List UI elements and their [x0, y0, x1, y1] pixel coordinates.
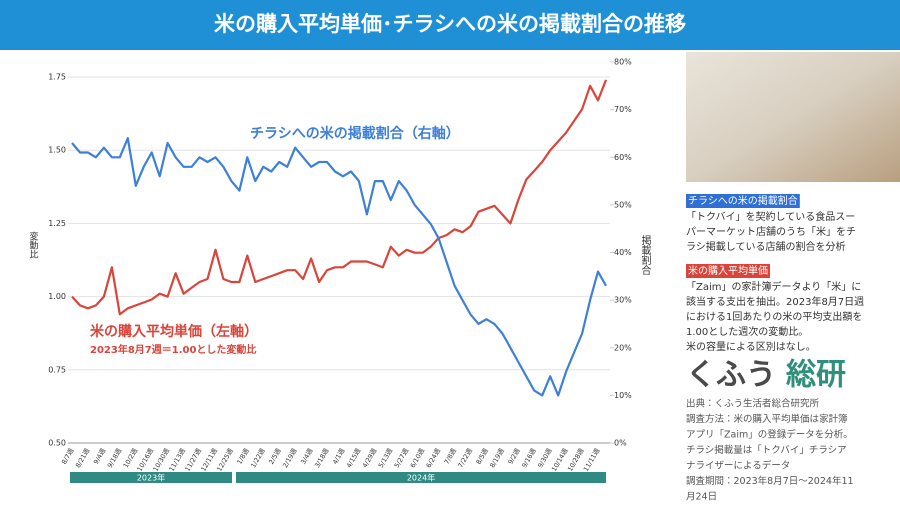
x-tick-label: 1/22週 — [248, 446, 267, 469]
legend-label-bg — [686, 264, 770, 278]
y-tick-label: 1.75 — [48, 73, 66, 82]
legend-text: における1回あたりの米の平均支出額を — [686, 310, 862, 323]
x-tick-label: 2/5週 — [266, 446, 283, 466]
logo: くふう — [686, 358, 776, 393]
x-tick-label: 3/4週 — [298, 446, 315, 466]
legend-text: 米の容量による区別はなし。 — [686, 340, 816, 353]
source-text: 調査方法：米の購入平均単価は家計簿 — [686, 413, 848, 425]
source-text: 調査期間：2023年8月7日〜2024年11 — [686, 475, 854, 487]
x-tick-label: 4/1週 — [330, 446, 347, 466]
y2-tick-label: 0% — [614, 439, 627, 448]
y2-tick-label: 10% — [614, 391, 632, 400]
x-tick-label: 9/2週 — [506, 446, 523, 466]
x-tick-label: 8/21週 — [73, 446, 92, 469]
title-bar — [0, 0, 900, 50]
x-tick-label: 1/8週 — [235, 446, 252, 466]
y-tick-label: 0.75 — [48, 365, 66, 374]
source-text: 出典：くふう生活者総合研究所 — [686, 398, 820, 410]
y2-tick-label: 50% — [614, 200, 632, 209]
source-text: ナライザーによるデータ — [686, 460, 790, 472]
x-tick-label: 3/18週 — [312, 446, 331, 469]
y-axis-label: 変動比 — [28, 230, 39, 258]
series-line — [71, 137, 607, 397]
period-band — [236, 472, 606, 483]
legend-text: 1.00とした週次の変動比。 — [686, 325, 808, 338]
x-tick-label: 8/7週 — [59, 446, 76, 466]
y2-tick-label: 70% — [614, 105, 632, 114]
legend-text: 該当する支出を抽出。2023年8月7日週 — [686, 295, 864, 308]
y-tick-label: 0.50 — [48, 439, 66, 448]
x-tick-label: 12/25週 — [214, 446, 235, 473]
legend-label-bg — [686, 194, 800, 208]
y-tick-label: 1.00 — [48, 292, 66, 301]
y-tick-label: 1.25 — [48, 219, 66, 228]
legend-text: 「Zaim」の家計簿データより「米」に — [686, 280, 861, 293]
y2-tick-label: 60% — [614, 153, 632, 162]
y2-tick-label: 30% — [614, 296, 632, 305]
x-tick-label: 8/5週 — [474, 446, 491, 466]
y2-axis-label: 掲載割合 — [639, 235, 651, 276]
legend-text: 「トクバイ」を契約している食品スー — [686, 210, 855, 223]
series-note: 2023年8月7週＝1.00とした変動比 — [90, 343, 256, 356]
y2-tick-label: 40% — [614, 248, 632, 257]
source-text: アプリ「Zaim」の登録データを分析。 — [686, 429, 853, 441]
legend-text: パーマーケット店舗のうち「米」をチ — [686, 225, 856, 238]
period-label: 2023年 — [137, 473, 165, 483]
y2-tick-label: 20% — [614, 343, 632, 352]
source-text: 月24日 — [686, 492, 717, 503]
y2-tick-label: 80% — [614, 58, 632, 67]
x-tick-label: 6/24週 — [424, 446, 443, 469]
legend-text: ラシ掲載している店舗の割合を分析 — [686, 240, 846, 253]
page-title: 米の購入平均単価･チラシへの米の掲載割合の推移 — [214, 12, 686, 36]
period-label: 2024年 — [407, 473, 435, 483]
series-annotation: 米の購入平均単価（左軸） — [90, 323, 258, 340]
logo-accent: 総研 — [786, 358, 846, 393]
series-line — [71, 79, 608, 316]
x-tick-label: 9/4週 — [91, 446, 108, 466]
x-tick-label: 8/19週 — [488, 446, 507, 469]
x-tick-label: 7/22週 — [456, 446, 475, 469]
y-tick-label: 1.50 — [48, 146, 66, 155]
x-tick-label: 7/8週 — [442, 446, 459, 466]
legend-label: チラシへの米の掲載割合 — [688, 194, 798, 207]
side-panel: チラシへの米の掲載割合「トクバイ」を契約している食品スーパーマーケット店舗のうち… — [686, 194, 864, 503]
period-band — [70, 472, 232, 483]
x-tick-label: 2/19週 — [280, 446, 299, 469]
x-tick-label: 11/11週 — [581, 446, 602, 473]
source-text: チラシ掲載量は「トクバイ」チラシア — [686, 444, 847, 456]
legend-label: 米の購入平均単価 — [688, 264, 768, 277]
rice-photo — [686, 52, 900, 182]
series-annotation: チラシへの米の掲載割合（右軸） — [250, 125, 460, 142]
